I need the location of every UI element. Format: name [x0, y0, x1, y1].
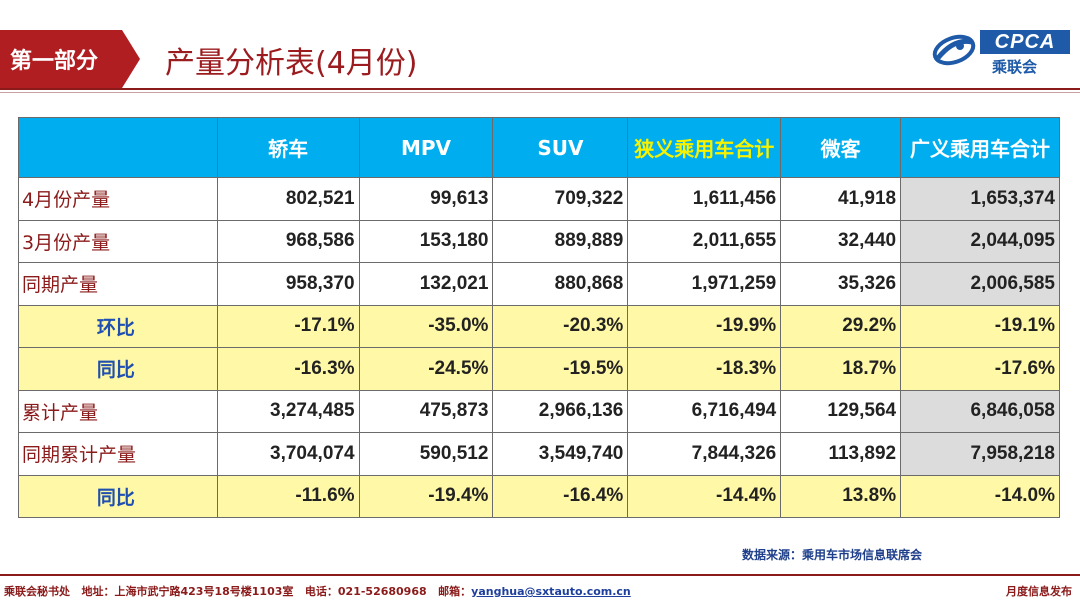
row-label: 累计产量: [18, 389, 218, 433]
table-cell: 709,322: [492, 177, 629, 221]
column-header: SUV: [492, 117, 629, 178]
footer-email-label: 邮箱：: [438, 585, 472, 598]
header-divider-light: [0, 92, 1080, 93]
table-row: 同期累计产量 3,704,074 590,512 3,549,740 7,844…: [18, 432, 1060, 476]
footer-info: 乘联会秘书处 地址：上海市武宁路423号18号楼1103室 电话：021-526…: [4, 583, 631, 599]
cpca-logo: CPCA 乘联会: [930, 22, 1070, 78]
table-cell: 802,521: [216, 177, 360, 221]
table-cell: 1,611,456: [627, 177, 782, 221]
table-cell: -16.4%: [492, 474, 629, 518]
table-cell: -16.3%: [216, 347, 360, 391]
table-cell: 7,958,218: [900, 432, 1060, 476]
table-cell: 7,844,326: [627, 432, 782, 476]
footer-email-link[interactable]: yanghua@sxtauto.com.cn: [471, 585, 631, 598]
row-label: 同期累计产量: [18, 432, 218, 476]
table-cell: -18.3%: [627, 347, 782, 391]
footer-org: 乘联会秘书处: [4, 585, 70, 598]
table-cell: 41,918: [780, 177, 902, 221]
table-row: 同比 -11.6% -19.4% -16.4% -14.4% 13.8% -14…: [18, 474, 1060, 518]
table-cell: -19.9%: [627, 304, 782, 348]
table-cell: 32,440: [780, 219, 902, 263]
footer-release-label: 月度信息发布: [1006, 585, 1072, 598]
footer-phone: 电话：021-52680968: [304, 585, 427, 598]
table-header-row: 轿车 MPV SUV 狭义乘用车合计 微客 广义乘用车合计: [18, 117, 1060, 178]
table-cell: 1,971,259: [627, 262, 782, 306]
table-cell: 6,846,058: [900, 389, 1060, 433]
table-row: 3月份产量 968,586 153,180 889,889 2,011,655 …: [18, 219, 1060, 263]
section-tag: 第一部分: [0, 30, 140, 88]
table-cell: -14.4%: [627, 474, 782, 518]
logo-cpca-text: CPCA: [980, 30, 1070, 54]
table-cell: 35,326: [780, 262, 902, 306]
table-cell: 590,512: [358, 432, 494, 476]
table-cell: 958,370: [216, 262, 360, 306]
table-cell: 1,653,374: [900, 177, 1060, 221]
source-note: 数据来源：乘用车市场信息联席会: [742, 548, 923, 562]
row-label: 4月份产量: [18, 177, 218, 221]
footer-address: 地址：上海市武宁路423号18号楼1103室: [81, 585, 294, 598]
production-table: 轿车 MPV SUV 狭义乘用车合计 微客 广义乘用车合计 4月份产量 802,…: [18, 117, 1060, 518]
header-corner-cell: [18, 117, 218, 178]
table-cell: 889,889: [492, 219, 629, 263]
table-row: 4月份产量 802,521 99,613 709,322 1,611,456 4…: [18, 177, 1060, 221]
table-cell: 18.7%: [780, 347, 902, 391]
table-row: 同期产量 958,370 132,021 880,868 1,971,259 3…: [18, 262, 1060, 306]
row-label: 同期产量: [18, 262, 218, 306]
table-cell: 6,716,494: [627, 389, 782, 433]
column-header: 轿车: [216, 117, 360, 178]
table-cell: -11.6%: [216, 474, 360, 518]
table-cell: 475,873: [358, 389, 494, 433]
footer-divider: [0, 574, 1080, 576]
table-cell: 3,274,485: [216, 389, 360, 433]
table-cell: 99,613: [358, 177, 494, 221]
table-cell: 2,011,655: [627, 219, 782, 263]
table-cell: 129,564: [780, 389, 902, 433]
table-cell: -35.0%: [358, 304, 494, 348]
table-cell: -17.6%: [900, 347, 1060, 391]
table-cell: -17.1%: [216, 304, 360, 348]
table-row: 累计产量 3,274,485 475,873 2,966,136 6,716,4…: [18, 389, 1060, 433]
table-cell: 3,704,074: [216, 432, 360, 476]
table-cell: 153,180: [358, 219, 494, 263]
column-header: 狭义乘用车合计: [627, 117, 782, 178]
logo-swoosh-icon: [932, 34, 976, 66]
table-cell: 13.8%: [780, 474, 902, 518]
row-label: 3月份产量: [18, 219, 218, 263]
table-row: 同比 -16.3% -24.5% -19.5% -18.3% 18.7% -17…: [18, 347, 1060, 391]
column-header: 广义乘用车合计: [900, 117, 1060, 178]
table-cell: 2,044,095: [900, 219, 1060, 263]
table-cell: 2,006,585: [900, 262, 1060, 306]
logo-cn-text: 乘联会: [992, 58, 1038, 76]
table-cell: -19.5%: [492, 347, 629, 391]
row-label: 环比: [18, 304, 218, 348]
table-row: 环比 -17.1% -35.0% -20.3% -19.9% 29.2% -19…: [18, 304, 1060, 348]
header-divider: [0, 88, 1080, 90]
row-label: 同比: [18, 347, 218, 391]
table-cell: 132,021: [358, 262, 494, 306]
table-cell: 880,868: [492, 262, 629, 306]
table-cell: -19.1%: [900, 304, 1060, 348]
column-header: 微客: [780, 117, 902, 178]
table-cell: 29.2%: [780, 304, 902, 348]
row-label: 同比: [18, 474, 218, 518]
table-cell: 113,892: [780, 432, 902, 476]
table-cell: -20.3%: [492, 304, 629, 348]
table-cell: 3,549,740: [492, 432, 629, 476]
table-cell: 968,586: [216, 219, 360, 263]
table-cell: -19.4%: [358, 474, 494, 518]
table-cell: 2,966,136: [492, 389, 629, 433]
column-header: MPV: [358, 117, 494, 178]
table-cell: -14.0%: [900, 474, 1060, 518]
page-title: 产量分析表(4月份): [165, 46, 418, 81]
table-cell: -24.5%: [358, 347, 494, 391]
